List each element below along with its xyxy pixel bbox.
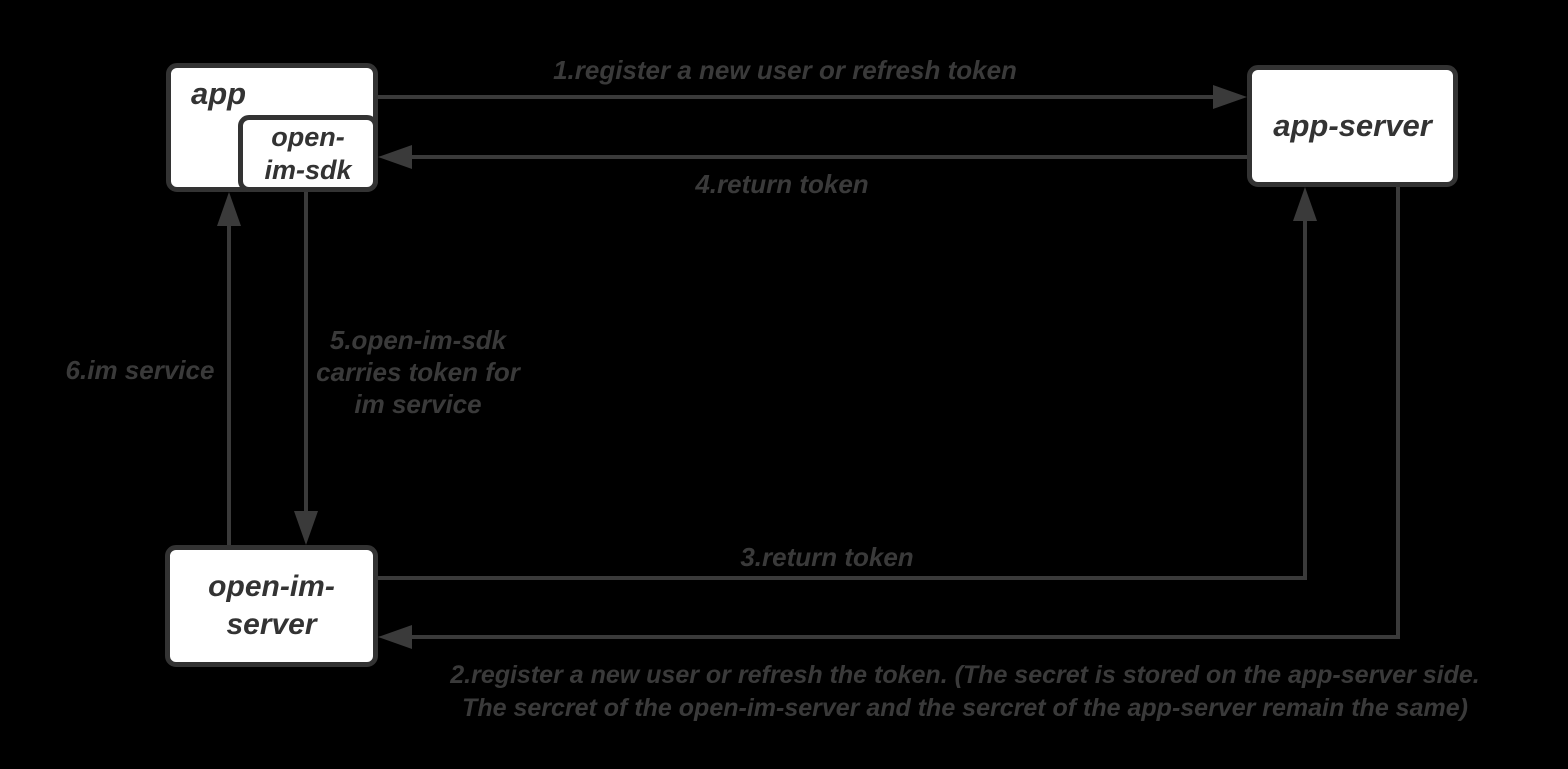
- edge1-arrowhead-icon: [1213, 85, 1247, 109]
- edge5-label-line: carries token for: [316, 357, 520, 387]
- edge5-label: 5.open-im-sdk carries token for im servi…: [308, 324, 528, 420]
- edge3-arrowhead-icon: [1293, 187, 1317, 221]
- edge4-label: 4.return token: [695, 169, 869, 199]
- edge2-label-line: The sercret of the open-im-server and th…: [462, 694, 1468, 722]
- edge6-label: 6.im service: [65, 355, 215, 385]
- edge2-label-line: 2.register a new user or refresh the tok…: [450, 661, 1480, 689]
- node-open-im-sdk-label: im-sdk: [264, 154, 352, 185]
- edge2-line-vertical: [1396, 187, 1400, 637]
- edge5-line: [304, 192, 308, 511]
- node-open-im-sdk: open- im-sdk: [238, 115, 378, 192]
- node-open-im-sdk-label: open-: [271, 121, 345, 152]
- node-app-server-label: app-server: [1273, 108, 1432, 143]
- edge5-label-line: im service: [354, 389, 482, 419]
- edge1-line: [378, 95, 1213, 99]
- node-open-im-server-label: open-im-: [208, 570, 335, 603]
- edge2-line-horizontal: [412, 635, 1400, 639]
- edge6-line: [227, 226, 231, 545]
- edge4-arrowhead-icon: [378, 145, 412, 169]
- edge6-arrowhead-icon: [217, 192, 241, 226]
- edge4-line: [412, 155, 1247, 159]
- node-app-server: app-server: [1247, 65, 1458, 187]
- edge3-line-horizontal: [378, 576, 1307, 580]
- node-open-im-server-label: server: [226, 608, 317, 641]
- edge5-label-line: 5.open-im-sdk: [329, 325, 507, 355]
- edge2-label: 2.register a new user or refresh the tok…: [385, 659, 1545, 725]
- edge2-arrowhead-icon: [378, 625, 412, 649]
- edge5-arrowhead-icon: [294, 511, 318, 545]
- node-open-im-server: open-im- server: [165, 545, 378, 667]
- edge1-label: 1.register a new user or refresh token: [553, 55, 1017, 85]
- edge3-line-vertical: [1303, 219, 1307, 580]
- node-app-label: app: [191, 76, 247, 111]
- edge3-label: 3.return token: [740, 542, 914, 572]
